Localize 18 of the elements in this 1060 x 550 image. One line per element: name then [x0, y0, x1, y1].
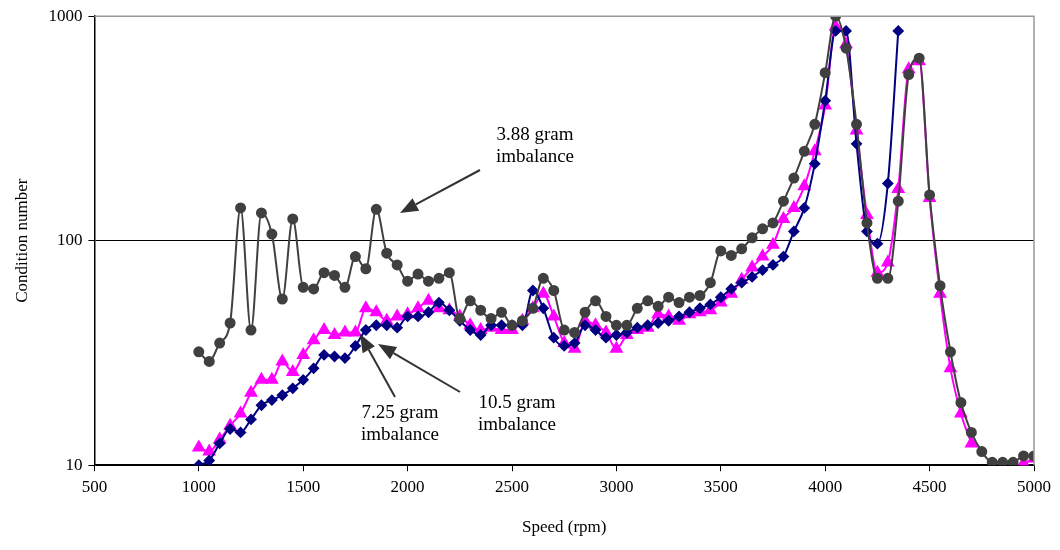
- y-tick-label: 10: [65, 454, 83, 474]
- x-tick-label: 3500: [703, 476, 738, 496]
- x-tick-label: 5000: [1017, 476, 1051, 496]
- annotation: 3.88 gram imbalance: [495, 123, 575, 167]
- x-tick-label: 1500: [286, 476, 321, 496]
- x-tick-label: 4000: [808, 476, 843, 496]
- x-tick-label: 3000: [599, 476, 634, 496]
- annotation: 7.25 gram imbalance: [360, 401, 440, 445]
- x-tick-label: 4500: [912, 476, 947, 496]
- x-tick-label: 2000: [390, 476, 425, 496]
- y-tick-label: 100: [56, 230, 83, 250]
- x-axis-title: Speed (rpm): [521, 517, 607, 537]
- y-tick-label: 1000: [48, 5, 83, 25]
- y-axis-title: Condition number: [11, 178, 31, 303]
- x-tick-label: 2500: [495, 476, 529, 496]
- annotation: 10.5 gram imbalance: [477, 391, 557, 435]
- x-tick-label: 1000: [181, 476, 216, 496]
- x-tick-label: 500: [81, 476, 108, 496]
